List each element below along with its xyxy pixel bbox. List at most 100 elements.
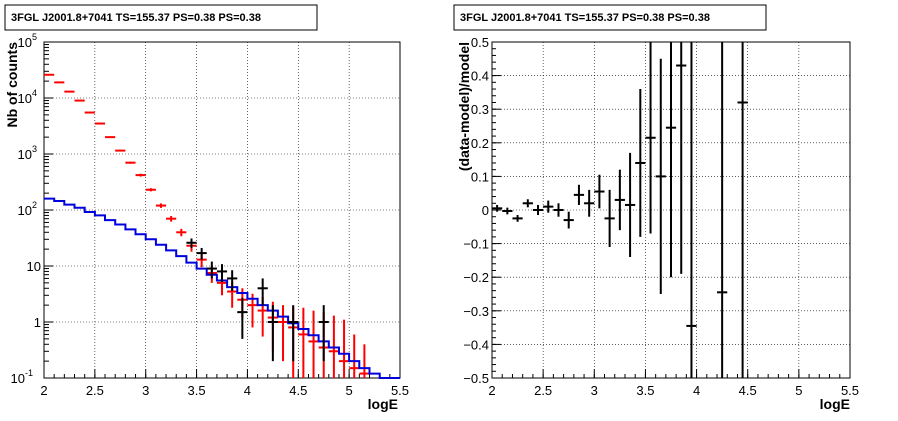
- x-tick-label: 4.5: [289, 383, 307, 398]
- counts-y-ticks: 10-1 1 10 102 103 104 105: [11, 32, 53, 386]
- residual-x-axis-title: logE: [820, 396, 850, 412]
- data-point: [573, 184, 585, 205]
- y-tick-label: −0.2: [463, 270, 489, 285]
- y-tick-label: −0.4: [463, 337, 489, 352]
- data-point: [635, 89, 646, 237]
- y-tick-label: 104: [18, 88, 37, 106]
- data-point: [298, 307, 309, 378]
- y-tick-label: 0.4: [471, 69, 489, 84]
- data-point: [543, 200, 554, 213]
- data-point: [604, 189, 615, 247]
- counts-title: 3FGL J2001.8+7041 TS=155.37 PS=0.38 PS=0…: [11, 12, 261, 24]
- data-point: [267, 305, 278, 362]
- y-tick-exponent: 4: [32, 88, 37, 98]
- data-point: [584, 189, 595, 217]
- data-point: [176, 228, 187, 237]
- data-point: [614, 169, 625, 231]
- data-point: [553, 203, 564, 217]
- data-point: [594, 174, 605, 209]
- residual-panel: 3FGL J2001.8+7041 TS=155.37 PS=0.38 PS=0…: [453, 4, 859, 412]
- counts-marks: [44, 73, 400, 379]
- data-point: [105, 136, 116, 139]
- y-tick-exponent: 5: [32, 32, 37, 42]
- data-point: [349, 334, 360, 378]
- data-point: [492, 204, 503, 212]
- y-tick-label: −0.3: [463, 304, 489, 319]
- data-point: [665, 42, 677, 278]
- x-tick-label: 2: [40, 383, 47, 398]
- y-tick-exponent: 3: [32, 144, 37, 154]
- counts-x-ticks: 2 2.5 3 3.5 4 4.5 5 5.5: [40, 369, 409, 398]
- x-tick-label: 4: [244, 383, 251, 398]
- residual-title-box: [453, 4, 767, 31]
- counts-y-axis-title: Nb of counts: [4, 42, 20, 128]
- y-tick-label: 0.5: [471, 35, 489, 50]
- data-point: [288, 305, 299, 362]
- data-point: [717, 42, 728, 378]
- counts-x-axis-title: logE: [368, 396, 398, 412]
- data-point: [206, 261, 217, 279]
- y-tick-label: 0.2: [471, 136, 489, 151]
- y-tick-label: 10: [27, 259, 41, 274]
- x-tick-label: 3.5: [636, 383, 654, 398]
- data-point: [624, 152, 636, 258]
- y-tick-label: 102: [18, 200, 37, 218]
- data-point: [737, 42, 748, 378]
- x-tick-label: 4.5: [739, 383, 757, 398]
- x-tick-label: 5.5: [391, 383, 409, 398]
- x-tick-label: 5: [346, 383, 353, 398]
- x-tick-label: 2: [488, 383, 495, 398]
- data-point: [338, 319, 350, 378]
- y-tick-label: −0.1: [463, 237, 489, 252]
- residual-marks: [492, 42, 748, 378]
- x-tick-label: 5: [795, 383, 802, 398]
- data-point: [216, 264, 228, 282]
- data-point: [135, 173, 146, 177]
- counts-title-box: [4, 4, 318, 31]
- data-point: [257, 278, 268, 306]
- data-point: [155, 203, 167, 208]
- data-point: [645, 42, 656, 234]
- data-point: [94, 122, 106, 125]
- data-point: [308, 310, 319, 378]
- data-point: [115, 149, 126, 152]
- data-point: [676, 42, 687, 274]
- data-point: [277, 305, 289, 362]
- residual-grid: [492, 42, 850, 378]
- x-tick-label: 5.5: [841, 383, 859, 398]
- data-point: [237, 297, 248, 339]
- x-tick-label: 3: [142, 383, 149, 398]
- y-tick-label: 1: [34, 315, 41, 330]
- data-point: [532, 204, 544, 216]
- x-tick-label: 2.5: [534, 383, 552, 398]
- data-point: [512, 215, 523, 222]
- y-tick-label: 103: [18, 144, 37, 162]
- y-tick-label: −0.5: [463, 371, 489, 386]
- x-tick-label: 3.5: [188, 383, 206, 398]
- x-tick-label: 4: [693, 383, 700, 398]
- y-tick-exponent: -1: [25, 368, 33, 378]
- data-point: [186, 238, 197, 248]
- y-tick-label: 0.1: [471, 169, 489, 184]
- x-tick-label: 2.5: [86, 383, 104, 398]
- y-tick-label: 105: [18, 32, 37, 50]
- data-point: [166, 216, 177, 222]
- data-point: [318, 305, 329, 362]
- counts-grid: [44, 42, 400, 378]
- y-tick-label: 0: [482, 203, 489, 218]
- x-tick-label: 3: [591, 383, 598, 398]
- data-point: [74, 99, 85, 102]
- data-point: [64, 90, 75, 93]
- residual-y-ticks: −0.5 −0.4 −0.3 −0.2 −0.1 0 0.1 0.2 0.3 0.4 0.5: [463, 35, 501, 386]
- data-point: [522, 199, 533, 208]
- data-point: [227, 270, 238, 291]
- data-point: [125, 161, 136, 164]
- residual-title: 3FGL J2001.8+7041 TS=155.37 PS=0.38 PS=0…: [460, 12, 710, 24]
- data-point: [686, 42, 697, 378]
- data-point: [84, 111, 95, 114]
- y-tick-label: 0.3: [471, 102, 489, 117]
- y-tick-label: 10-1: [11, 368, 33, 386]
- data-point: [54, 81, 65, 84]
- residual-x-ticks: 2 2.5 3 3.5 4 4.5 5 5.5: [488, 369, 859, 398]
